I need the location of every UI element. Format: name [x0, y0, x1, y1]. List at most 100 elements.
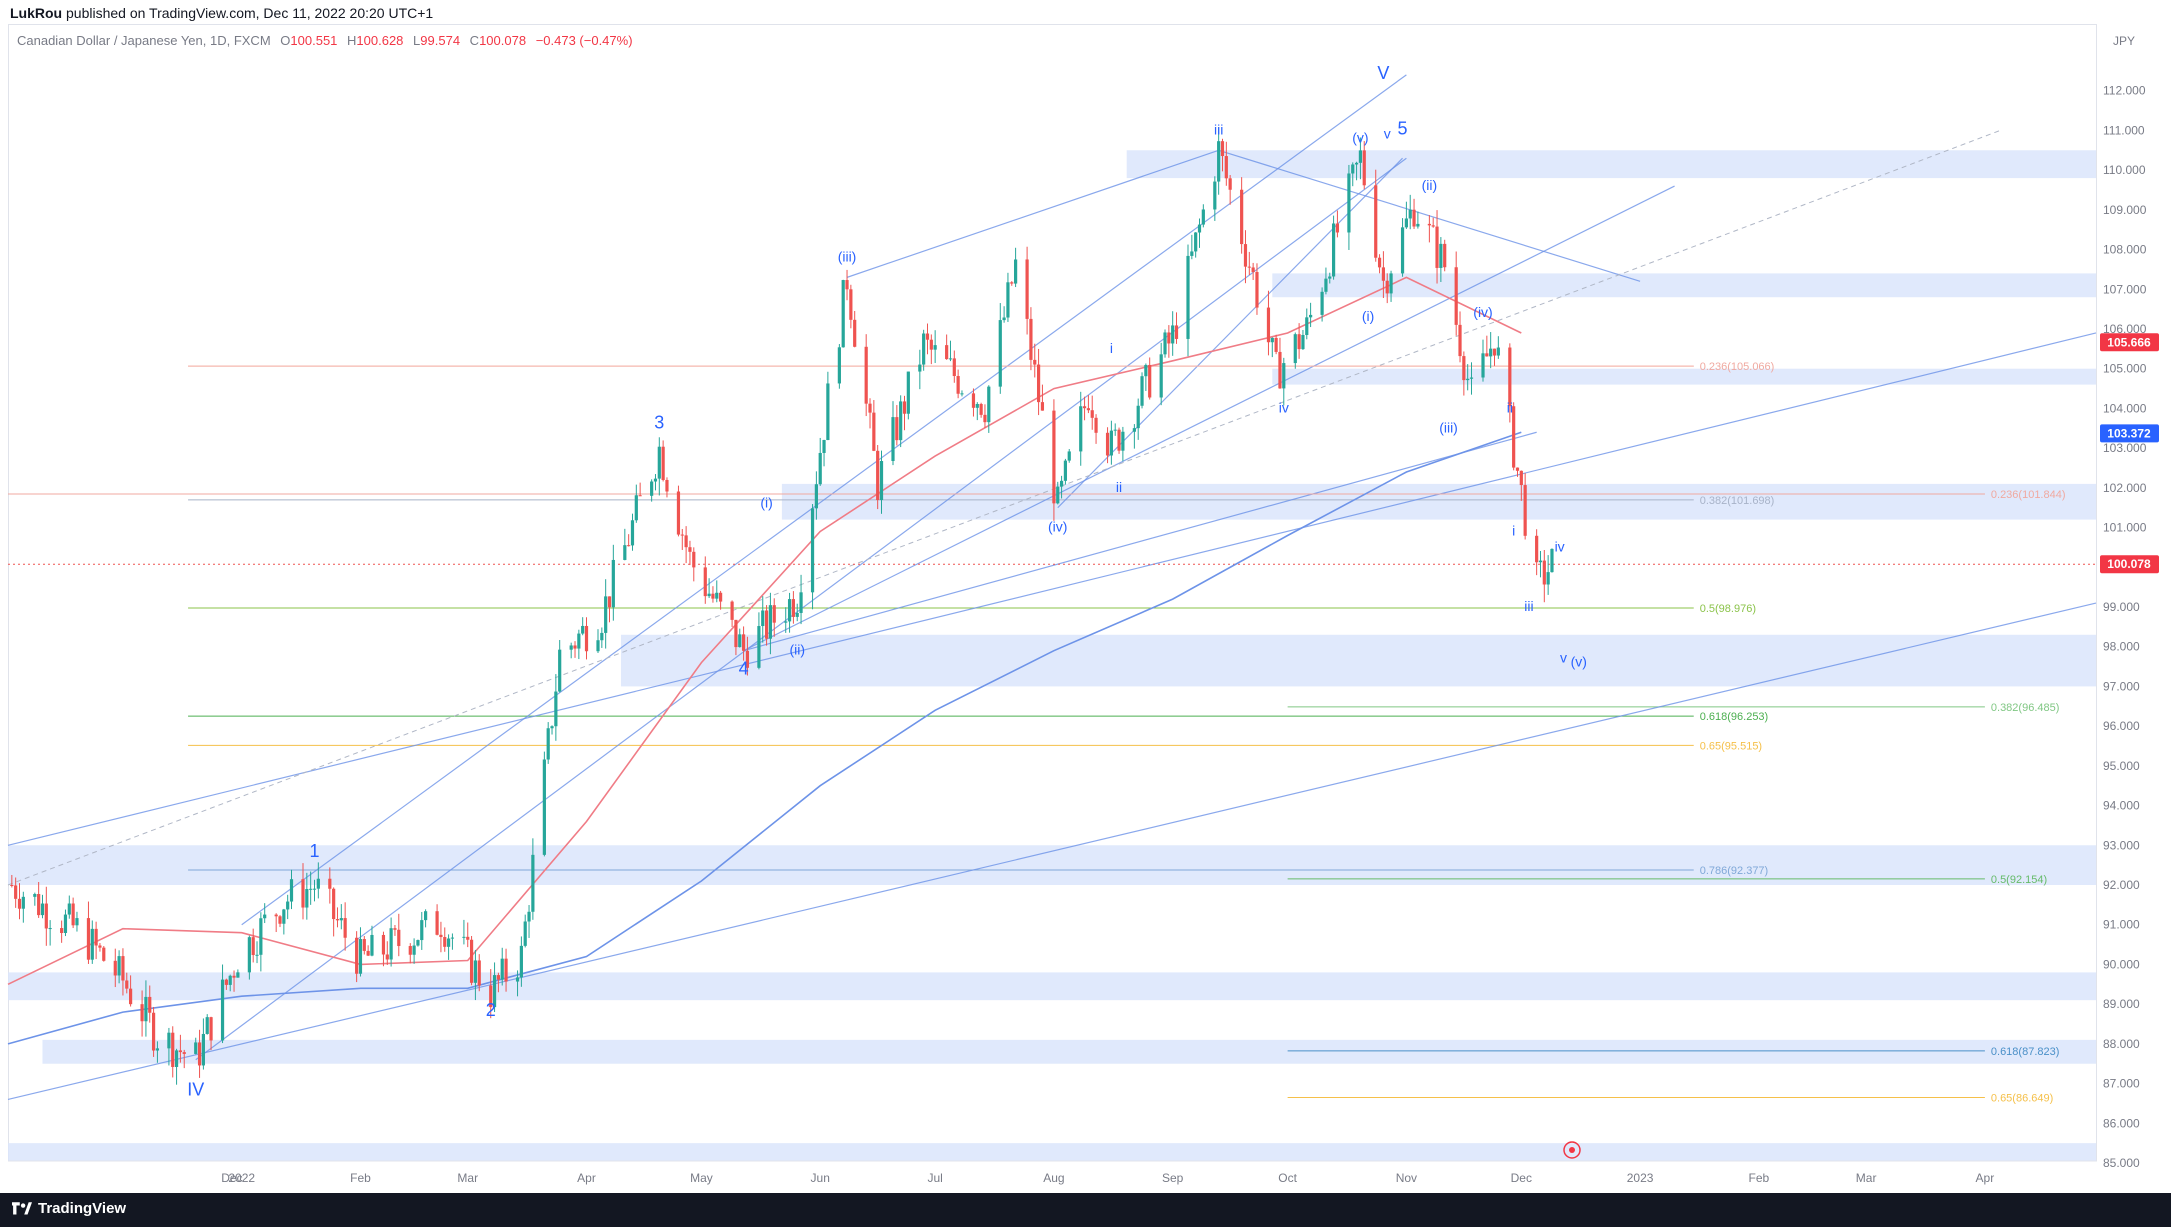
candle-body — [1324, 278, 1328, 292]
candle-body — [274, 914, 278, 917]
candle-body — [366, 950, 370, 956]
candle-body — [358, 939, 363, 974]
candle-body — [343, 918, 347, 938]
candle-body — [596, 640, 600, 652]
candle-body — [1347, 173, 1351, 233]
candle-body — [151, 1012, 156, 1051]
trend-line — [846, 149, 1219, 278]
candle-body — [627, 545, 631, 547]
candle-body — [634, 495, 638, 521]
price-tick-label: 93.000 — [2103, 838, 2140, 852]
candle-body — [435, 911, 439, 935]
candle-body — [1435, 226, 1439, 268]
candle-body — [1040, 402, 1045, 411]
zone-rect — [8, 845, 2096, 885]
close-label: C — [469, 33, 480, 48]
low-label: L — [413, 33, 421, 48]
price-tick-label: 89.000 — [2103, 997, 2140, 1011]
candle-body — [1431, 225, 1435, 227]
symbol-name[interactable]: Canadian Dollar / Japanese Yen, 1D, FXCM — [17, 33, 271, 48]
candle-body — [845, 280, 849, 290]
candle-body — [17, 898, 22, 909]
wave-label: (ii) — [1422, 177, 1438, 193]
fibonacci-levels: 0.236(105.066) 0.382(101.698) 0.5(98.976) 0… — [188, 361, 2066, 1105]
zone-rect — [8, 1143, 2096, 1163]
footer-bar: TradingView — [0, 1193, 2171, 1227]
time-tick-label: Jun — [811, 1171, 830, 1185]
wave-label: iv — [1555, 538, 1565, 554]
price-axis[interactable]: JPY 112.000 111.000 110.000 109.000 108.000 10… — [2097, 24, 2171, 1192]
candle-body — [393, 928, 397, 930]
price-tick-label: 98.000 — [2103, 640, 2140, 654]
candle-body — [420, 920, 424, 941]
candle-body — [328, 878, 332, 889]
price-tag-label: 105.666 — [2107, 335, 2151, 349]
candle-body — [232, 975, 236, 978]
candle-body — [67, 903, 71, 915]
candle-body — [224, 979, 228, 985]
candle-body — [197, 1042, 202, 1066]
candle-body — [791, 599, 795, 617]
candle-body — [1132, 428, 1136, 432]
time-tick-label: Mar — [457, 1171, 478, 1185]
open-value: 100.551 — [290, 33, 338, 48]
price-tick-label: 91.000 — [2103, 918, 2140, 932]
candle-body — [1462, 356, 1466, 381]
candle-body — [504, 958, 508, 982]
candle-body — [263, 914, 267, 919]
candle-body — [1489, 348, 1493, 357]
wave-label: (i) — [760, 495, 772, 511]
candle-body — [1190, 251, 1194, 256]
wave-label: (iv) — [1473, 304, 1492, 320]
candle-body — [1309, 314, 1313, 318]
wave-label: (v) — [1571, 654, 1587, 670]
candle-body — [1408, 209, 1412, 219]
event-icon — [1563, 1141, 1581, 1159]
candle-body — [1416, 223, 1420, 227]
time-tick-label: Nov — [1396, 1171, 1417, 1185]
candle-body — [1542, 560, 1546, 585]
candle-body — [178, 1050, 183, 1053]
candle-body — [220, 979, 225, 1041]
candle-body — [335, 919, 340, 921]
candle-body — [784, 621, 788, 623]
candle-body — [1297, 334, 1301, 350]
wave-label: iii — [1214, 121, 1223, 137]
author-name[interactable]: LukRou — [10, 5, 63, 21]
candle-body — [1485, 353, 1489, 357]
price-tick-label: 85.000 — [2103, 1156, 2140, 1170]
candle-body — [1266, 307, 1271, 343]
tradingview-logo-icon[interactable] — [12, 1202, 32, 1218]
trend-line — [1057, 157, 1403, 509]
price-tick-label: 90.000 — [2103, 957, 2140, 971]
candle-body — [1197, 224, 1202, 233]
candle-body — [1025, 259, 1029, 319]
candle-body — [853, 319, 857, 347]
candle-body — [623, 545, 627, 560]
candle-body — [1006, 282, 1010, 318]
wave-label: 2 — [486, 1000, 496, 1020]
time-tick-label: Feb — [350, 1171, 371, 1185]
candle-body — [1358, 150, 1363, 163]
candle-body — [194, 1042, 198, 1054]
price-tick-label: 111.000 — [2103, 123, 2145, 137]
candle-body — [975, 404, 979, 408]
candle-body — [1194, 232, 1198, 252]
candle-body — [876, 450, 880, 501]
candle-body — [174, 1050, 179, 1067]
candle-body — [48, 928, 52, 930]
candle-body — [573, 645, 577, 649]
candle-body — [289, 879, 294, 902]
candle-body — [929, 339, 933, 350]
support-resistance-zones — [8, 150, 2097, 1163]
candle-body — [21, 896, 25, 909]
wave-label: ii — [1507, 399, 1513, 415]
candle-body — [90, 928, 94, 960]
candle-body — [1404, 218, 1408, 228]
candle-body — [1079, 406, 1083, 452]
candle-body — [1174, 325, 1179, 339]
candle-body — [40, 903, 45, 916]
footer-brand[interactable]: TradingView — [38, 1200, 127, 1217]
